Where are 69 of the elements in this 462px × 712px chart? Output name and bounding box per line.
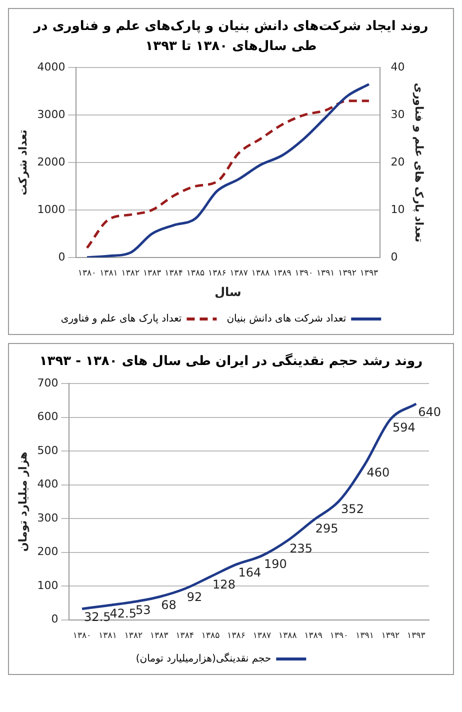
y2-tick-label: 30 (390, 108, 405, 121)
x-tick-label: ۱۳۹۲ (338, 268, 357, 279)
x-tick-label: ۱۳۸۹ (304, 630, 323, 641)
y-tick-label: 400 (37, 477, 58, 490)
x-tick-label: ۱۳۸۶ (208, 268, 226, 279)
x-tick-label: ۱۳۹۱ (316, 268, 335, 279)
legend-label: حجم نقدینگی(هزارمیلیارد تومان) (136, 652, 272, 664)
x-tick-label: ۱۳۸۲ (121, 268, 140, 279)
x-tick-label: ۱۳۸۷ (252, 630, 272, 641)
y-tick-label: 4000 (37, 60, 66, 74)
data-label: 164 (238, 565, 262, 580)
y-tick-label: 0 (51, 612, 58, 626)
data-label: 53 (135, 602, 151, 617)
y-tick-label: 2000 (37, 155, 66, 168)
x-tick-label: ۱۳۸۴ (164, 268, 183, 279)
y2-tick-label: 40 (390, 60, 405, 74)
x-tick-label: ۱۳۸۴ (176, 630, 194, 641)
data-label: 352 (341, 502, 364, 516)
data-label: 42.5 (110, 606, 136, 620)
x-tick-label: ۱۳۹۰ (330, 630, 348, 641)
x-tick-label: ۱۳۹۳ (360, 268, 379, 279)
x-tick-label: ۱۳۸۸ (278, 630, 298, 641)
data-label: 190 (264, 556, 287, 570)
y2-tick-label: 10 (390, 202, 405, 216)
x-tick-label: ۱۳۸۱ (98, 630, 117, 641)
y2-axis-title: تعداد پارک های علم و فناوری (412, 82, 426, 242)
x-tick-label: ۱۳۸۲ (124, 630, 144, 641)
x-tick-label: ۱۳۸۰ (78, 268, 96, 279)
y2-tick-label: 0 (390, 250, 398, 264)
y-tick-label: 500 (37, 443, 58, 456)
x-tick-label: ۱۳۸۷ (230, 268, 248, 279)
legend-label: تعداد شرکت های دانش بنیان (226, 314, 346, 325)
x-axis-title: سال (214, 284, 242, 299)
x-tick-label: ۱۳۹۲ (381, 630, 400, 641)
data-label: 235 (290, 541, 313, 556)
x-tick-label: ۱۳۸۳ (142, 268, 162, 279)
x-tick-label: ۱۳۸۵ (201, 630, 220, 641)
y-tick-label: 100 (37, 578, 58, 592)
data-label: 92 (186, 589, 202, 604)
y-tick-label: 300 (37, 510, 58, 524)
x-tick-label: ۱۳۸۵ (186, 268, 206, 279)
x-tick-label: ۱۳۹۰ (294, 268, 314, 279)
x-tick-label: ۱۳۸۶ (227, 630, 246, 641)
x-tick-label: ۱۳۸۳ (150, 630, 169, 641)
y-tick-label: 1000 (37, 202, 66, 216)
x-tick-label: ۱۳۹۳ (407, 630, 426, 641)
y-axis-title: تعداد شرکت (16, 130, 30, 196)
y-axis-title: هزار میلیارد تومان (16, 451, 30, 552)
data-label: 460 (366, 465, 390, 480)
data-label: 68 (161, 597, 176, 612)
x-tick-label: ۱۳۸۸ (251, 268, 270, 279)
x-tick-label: ۱۳۸۰ (72, 630, 92, 641)
y-tick-label: 3000 (37, 108, 66, 121)
x-tick-label: ۱۳۸۹ (273, 268, 292, 279)
chart-title: روند ایجاد شرکت‌های دانش بنیان و پارک‌های علم و فناوری در طی سال‌های ۱۳۸۰ تا ۱۳۹۳ (32, 18, 430, 56)
y-tick-label: 700 (37, 376, 58, 389)
y-tick-label: 0 (58, 250, 66, 264)
data-label: 295 (315, 520, 338, 535)
y-tick-label: 200 (37, 544, 58, 558)
chart-title: روند رشد حجم نقدینگی در ایران طی سال های ۱۳۸۰ - ۱۳۹۳ (38, 352, 424, 371)
x-tick-label: ۱۳۸۱ (100, 268, 118, 279)
y2-tick-label: 20 (390, 155, 405, 168)
data-label: 640 (418, 404, 442, 418)
data-label: 32.5 (84, 609, 111, 624)
legend-label: تعداد پارک های علم و فناوری (60, 314, 182, 325)
x-tick-label: ۱۳۹۱ (356, 630, 374, 641)
data-label: 594 (392, 420, 416, 434)
y-tick-label: 600 (37, 410, 58, 423)
data-label: 128 (212, 577, 236, 592)
